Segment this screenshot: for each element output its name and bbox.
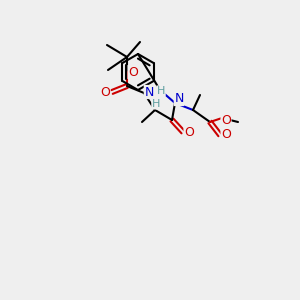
Text: N: N (174, 92, 184, 106)
Text: O: O (100, 85, 110, 98)
Text: H: H (157, 86, 165, 96)
Text: O: O (221, 115, 231, 128)
Text: O: O (128, 65, 138, 79)
Text: N: N (144, 85, 154, 98)
Text: H: H (152, 99, 160, 109)
Text: O: O (184, 125, 194, 139)
Text: O: O (221, 128, 231, 142)
